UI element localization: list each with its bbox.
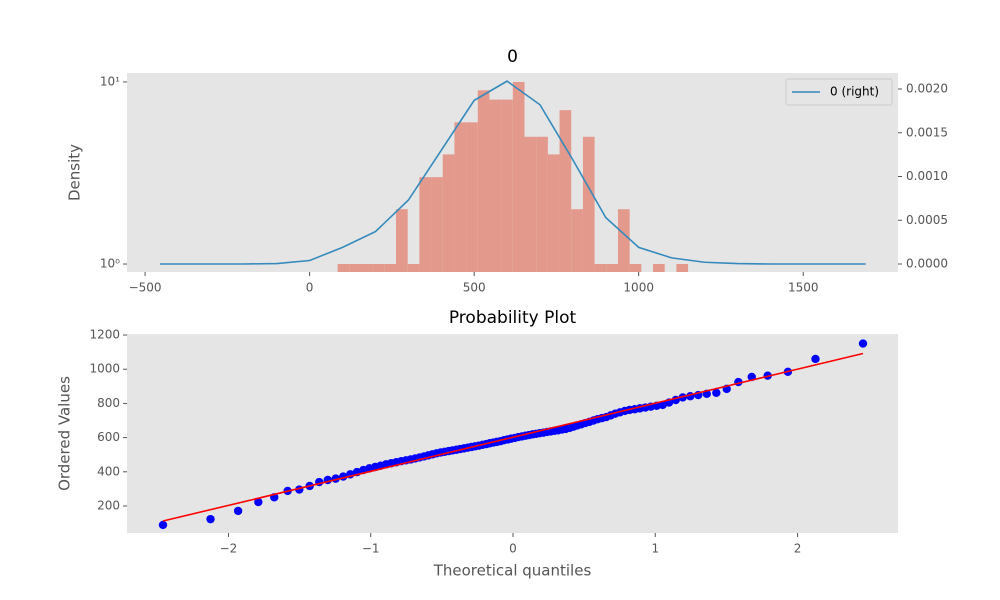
y2-tick-label: 0.0000 bbox=[906, 257, 948, 271]
histogram-bar bbox=[384, 264, 397, 272]
legend-label: 0 (right) bbox=[830, 85, 879, 99]
histogram-bar bbox=[676, 264, 689, 272]
y-tick-label: 600 bbox=[97, 430, 120, 444]
x-tick-label: 1000 bbox=[623, 281, 654, 295]
x-tick-label: 2 bbox=[794, 542, 802, 556]
histogram-bar bbox=[442, 154, 455, 272]
y-tick-label: 1200 bbox=[89, 328, 120, 342]
line bbox=[159, 80, 866, 265]
histogram-bar bbox=[396, 209, 408, 272]
histogram-bar bbox=[360, 264, 373, 272]
x-tick-label: −1 bbox=[362, 542, 380, 556]
x-tick-label: 500 bbox=[463, 281, 486, 295]
scatter-point bbox=[254, 497, 263, 507]
y-axis-label: Ordered Values bbox=[56, 376, 74, 491]
line bbox=[162, 352, 864, 522]
histogram-bar bbox=[407, 264, 420, 272]
histogram-bar bbox=[512, 81, 525, 273]
chart-title: 0 bbox=[507, 47, 518, 67]
y-tick-label: 200 bbox=[97, 498, 120, 512]
x-tick-label: −500 bbox=[129, 281, 162, 295]
y2-tick-label: 0.0010 bbox=[906, 169, 948, 183]
histogram-bar bbox=[489, 99, 502, 272]
scatter-point bbox=[233, 506, 243, 516]
histogram-bar bbox=[477, 90, 490, 272]
histogram-bar bbox=[547, 154, 560, 272]
x-axis-label: Theoretical quantiles bbox=[433, 562, 592, 580]
scatter-point bbox=[206, 514, 215, 524]
plot-area bbox=[127, 334, 898, 533]
histogram-bar bbox=[617, 209, 630, 272]
scatter-point bbox=[858, 339, 868, 348]
y2-tick-label: 0.0005 bbox=[906, 213, 948, 227]
histogram-bar bbox=[571, 209, 583, 272]
y-tick-label: 800 bbox=[97, 396, 120, 410]
scatter-point bbox=[712, 388, 721, 398]
y2-tick-label: 0.0020 bbox=[906, 82, 948, 96]
legend-box bbox=[785, 78, 893, 106]
x-tick-label: −2 bbox=[220, 542, 238, 556]
histogram-bar bbox=[536, 136, 548, 272]
scatter-point bbox=[158, 520, 168, 530]
histogram-bar bbox=[466, 122, 478, 272]
histogram-bar bbox=[349, 264, 361, 272]
histogram-bar bbox=[501, 99, 513, 272]
y2-tick-label: 0.0015 bbox=[906, 125, 948, 139]
scatter-point bbox=[811, 354, 820, 364]
histogram-bar bbox=[337, 264, 350, 272]
histogram-bar bbox=[629, 264, 642, 272]
chart-title: Probability Plot bbox=[449, 308, 577, 328]
histogram-bar bbox=[524, 136, 537, 272]
histogram-bar bbox=[454, 122, 467, 272]
histogram-bar bbox=[372, 264, 385, 272]
x-tick-label: 0 bbox=[306, 281, 314, 295]
x-tick-label: 0 bbox=[509, 542, 517, 556]
histogram-bar bbox=[431, 177, 443, 272]
histogram-bar bbox=[606, 264, 618, 272]
y-axis-label: Density bbox=[66, 144, 84, 201]
scatter-point bbox=[658, 400, 667, 410]
y-tick-label: 1000 bbox=[89, 362, 120, 376]
x-tick-label: 1500 bbox=[788, 281, 819, 295]
histogram-bar bbox=[594, 264, 607, 272]
y-tick-label: 400 bbox=[97, 464, 120, 478]
y-tick-label: 10⁰ bbox=[100, 257, 120, 271]
histogram-bar bbox=[559, 110, 572, 272]
y-tick-label: 10¹ bbox=[100, 74, 120, 88]
histogram-bar bbox=[419, 177, 432, 272]
histogram-bar bbox=[582, 136, 595, 272]
x-tick-label: 1 bbox=[651, 542, 659, 556]
histogram-bar bbox=[653, 264, 665, 272]
